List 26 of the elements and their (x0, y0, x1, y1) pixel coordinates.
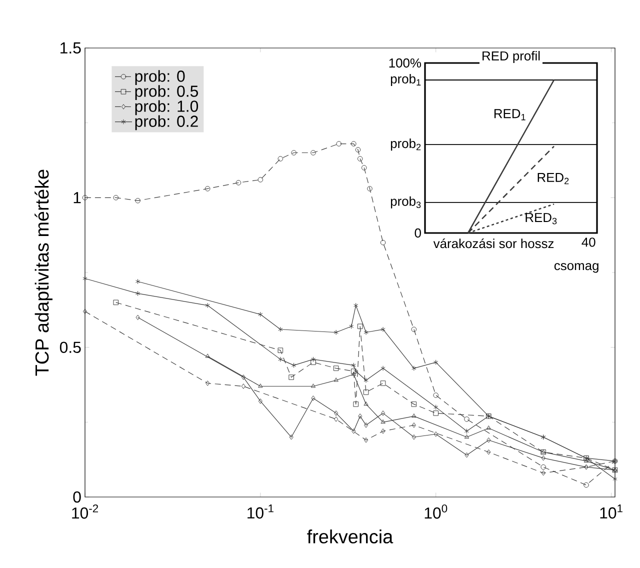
ref-line-label: prob$_{1}$ (390, 74, 421, 86)
legend-label: prob: 0.5 (135, 85, 198, 100)
x-tick-label: 10$^{0}$ (424, 504, 448, 519)
ref-line-label: prob$_{3}$ (390, 196, 421, 208)
x-tick-label: 10$^{-1}$ (248, 504, 274, 519)
annotation: csomag (554, 263, 598, 273)
series-label: RED$_{2}$ (538, 172, 569, 184)
x-axis-title: várakozási sor hossz (433, 238, 554, 248)
y-tick-label: 1 (74, 192, 81, 204)
y-tick-label: 0 (414, 228, 421, 238)
ref-line-label: prob$_{2}$ (390, 138, 421, 151)
x-axis-title: frekvencia (307, 530, 394, 544)
y-tick-label: 0 (73, 491, 81, 503)
y-tick-label: 1.5 (60, 42, 81, 54)
chart-title: RED profil (482, 50, 540, 64)
y-axis-title: TCP adaptivitas mértéke (34, 170, 52, 376)
legend-label: prob: 0 (135, 70, 185, 85)
legend-label: prob: 0.2 (135, 115, 198, 130)
series-label: RED$_{1}$ (494, 109, 526, 120)
y-tick-label: 100% (389, 58, 422, 68)
x-tick-label: 10$^{-2}$ (72, 504, 98, 519)
y-tick-label: 0.5 (60, 342, 81, 353)
series-label: RED$_{3}$ (526, 213, 557, 224)
annotation: 40 (582, 238, 596, 247)
legend-label: prob: 1.0 (135, 100, 198, 116)
x-tick-label: 10$^{1}$ (600, 504, 622, 519)
